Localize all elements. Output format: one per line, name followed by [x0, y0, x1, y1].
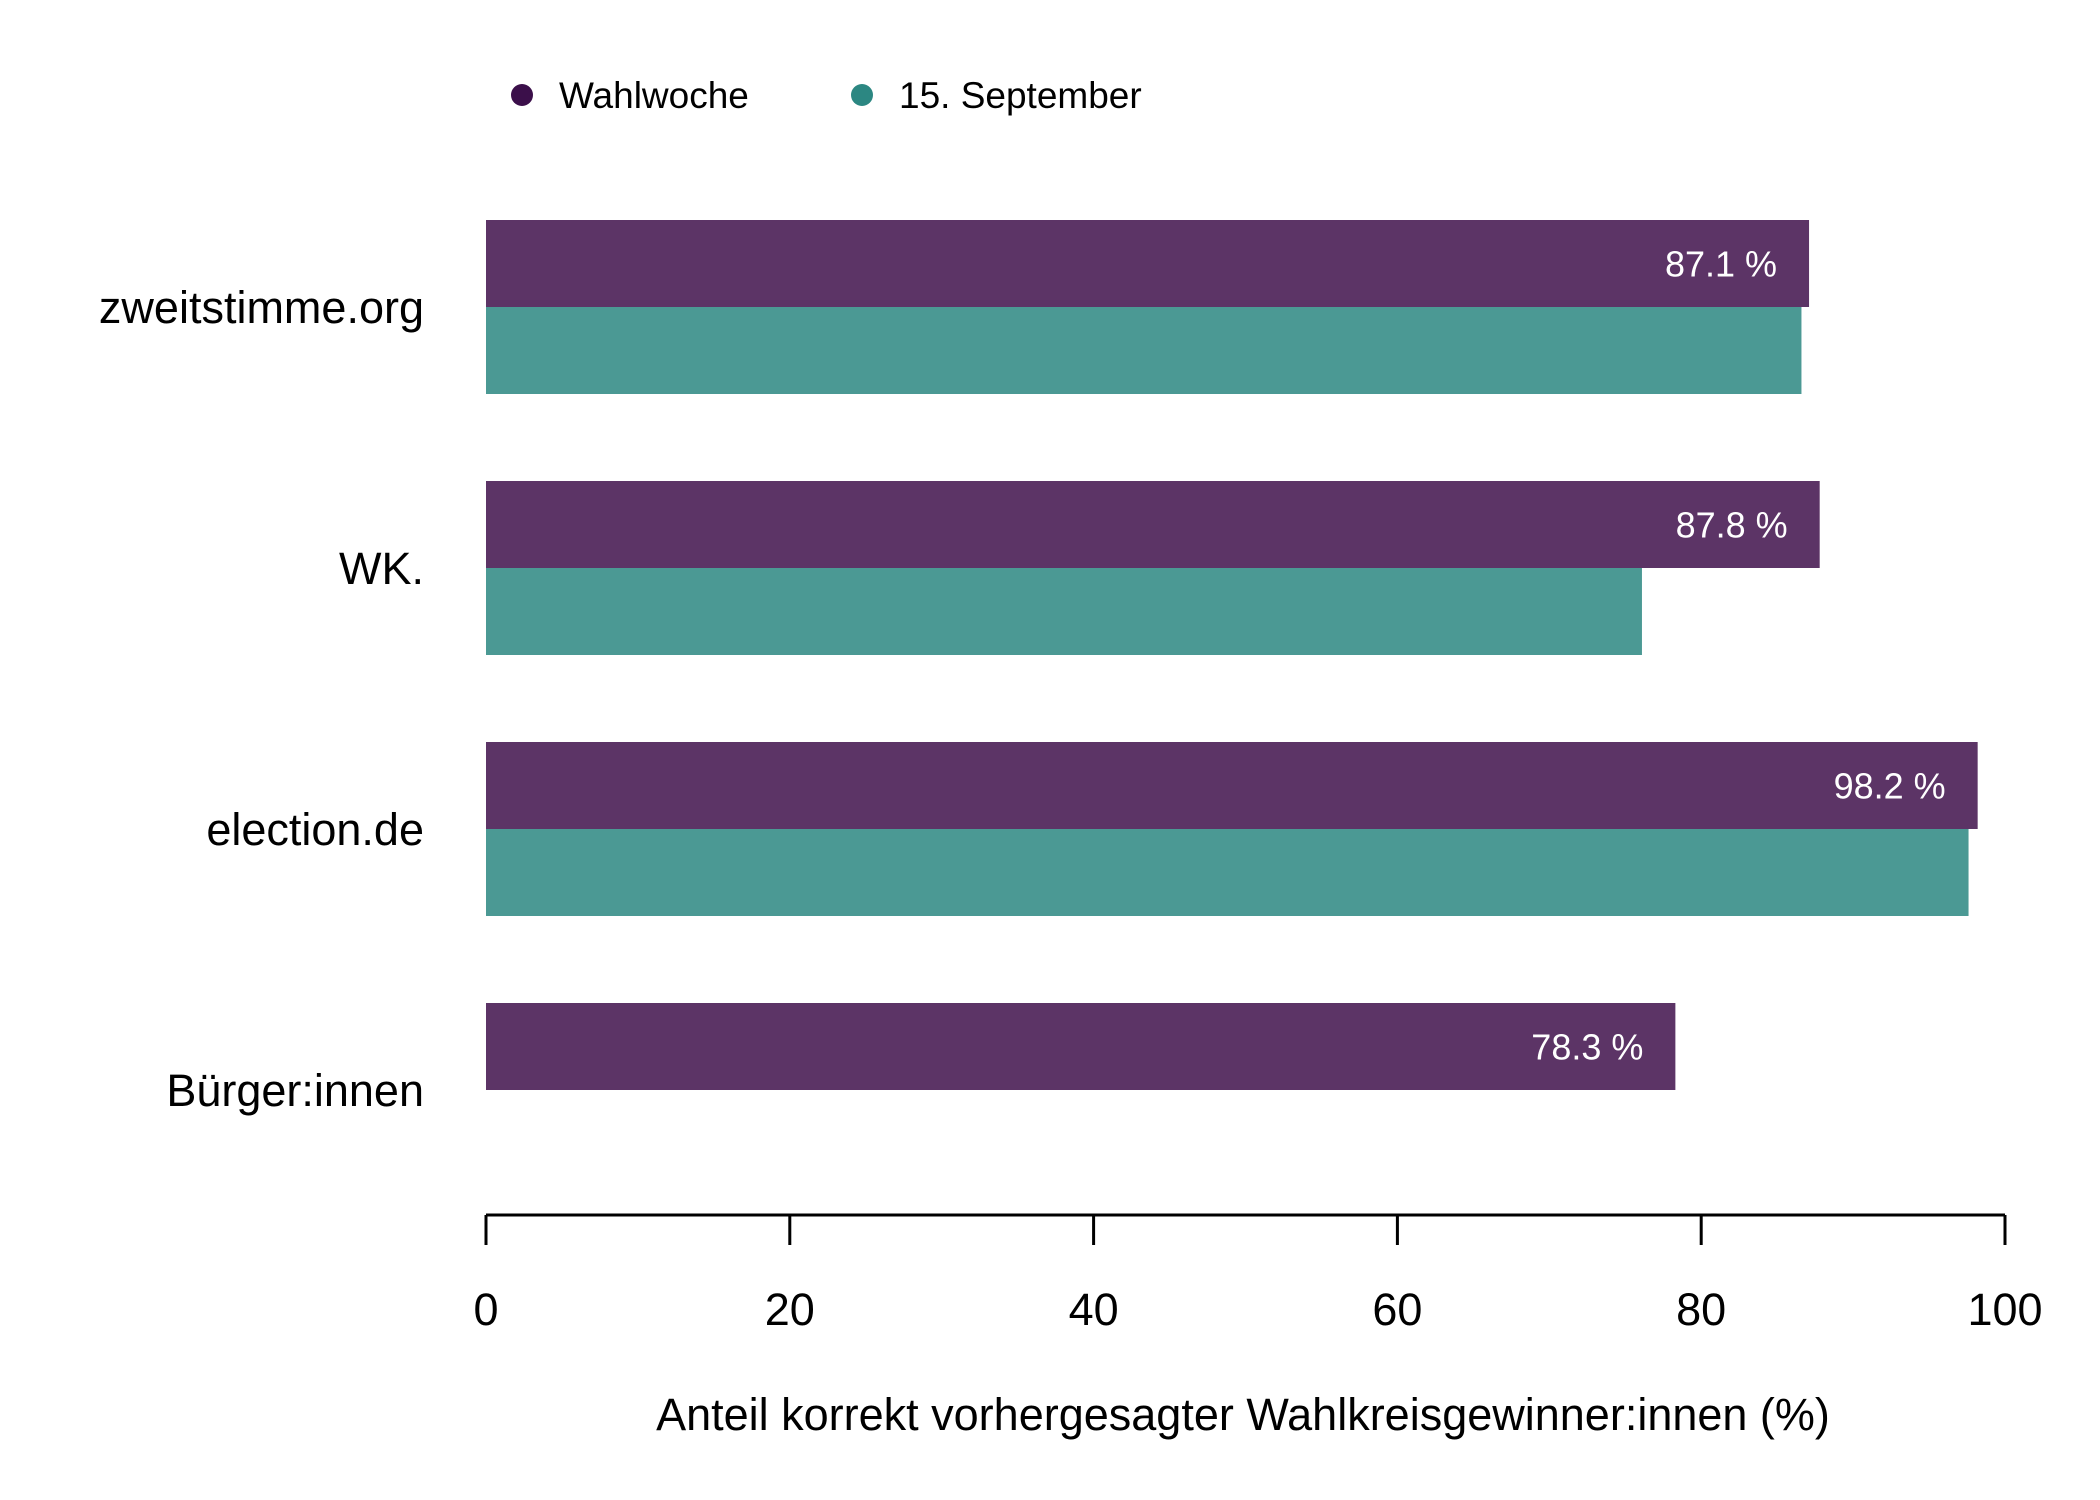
legend: Wahlwoche 15. September: [511, 75, 1142, 116]
x-axis-label: Anteil korrekt vorhergesagter Wahlkreisg…: [656, 1389, 1830, 1440]
data-label-zweitstimme-org: 87.1 %: [1665, 244, 1777, 285]
x-tick-label-40: 40: [1069, 1284, 1119, 1335]
x-tick-label-0: 0: [473, 1284, 498, 1335]
legend-entry-15-september: 15. September: [899, 75, 1142, 116]
legend-entry-wahlwoche: Wahlwoche: [559, 75, 749, 116]
x-tick-label-60: 60: [1372, 1284, 1422, 1335]
x-axis: 0 20 40 60 80 100: [473, 1213, 2043, 1335]
category-label-election-de: election.de: [206, 804, 424, 855]
bar-election-de-15-september: [486, 829, 1969, 916]
category-label-wk: WK.: [339, 543, 424, 594]
data-label-wk: 87.8 %: [1676, 505, 1788, 546]
bar-election-de-wahlwoche: [486, 742, 1978, 829]
bar-zweitstimme-org-15-september: [486, 307, 1802, 394]
data-label-election-de: 98.2 %: [1834, 766, 1946, 807]
bar-wk-15-september: [486, 568, 1642, 655]
bar-wk-wahlwoche: [486, 481, 1820, 568]
category-label-b-rger-innen: Bürger:innen: [166, 1065, 424, 1116]
legend-dot-wahlwoche: [511, 84, 533, 106]
x-tick-label-80: 80: [1676, 1284, 1726, 1335]
legend-dot-15-september: [851, 84, 873, 106]
bar-b-rger-innen-wahlwoche: [486, 1003, 1676, 1090]
category-label-zweitstimme-org: zweitstimme.org: [99, 282, 424, 333]
bar-zweitstimme-org-wahlwoche: [486, 220, 1810, 307]
x-tick-label-20: 20: [765, 1284, 815, 1335]
bars: 87.1 % 87.8 % 98.2 % 78.3 %: [486, 220, 1978, 1090]
data-label-b-rger-innen: 78.3 %: [1531, 1027, 1643, 1068]
x-tick-label-100: 100: [1967, 1284, 2042, 1335]
category-labels: zweitstimme.org WK. election.de Bürger:inne…: [99, 282, 424, 1116]
